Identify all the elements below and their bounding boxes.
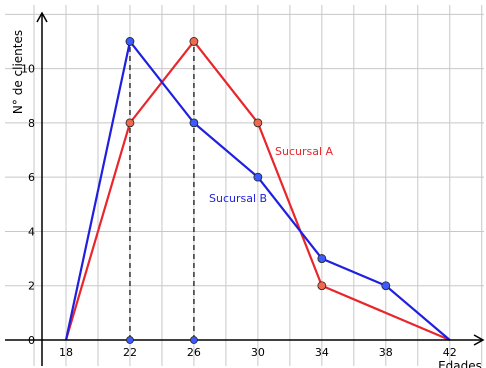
sucursal-a-point xyxy=(317,281,327,291)
axis-marker-point xyxy=(126,336,134,344)
x-tick-label: 38 xyxy=(379,346,393,359)
y-tick-label: 0 xyxy=(28,334,35,347)
x-tick-label: 18 xyxy=(59,346,73,359)
series-label-sucursal-b: Sucursal B xyxy=(209,192,267,205)
x-tick-label: 42 xyxy=(443,346,457,359)
sucursal-b-point xyxy=(381,281,391,291)
axis-marker-point xyxy=(190,336,198,344)
y-tick-label: 8 xyxy=(28,117,35,130)
labels: 18 22 26 30 34 38 42 0 2 4 6 8 10N° de clientes Edade… xyxy=(11,30,482,368)
sucursal-a-point xyxy=(125,118,135,128)
series-markers xyxy=(125,37,391,344)
x-tick-label: 26 xyxy=(187,346,201,359)
reference-lines xyxy=(129,41,195,340)
x-tick-label: 34 xyxy=(315,346,329,359)
y-axis-arrow-icon xyxy=(36,11,48,23)
sucursal-b-point xyxy=(253,172,263,182)
sucursal-b-point xyxy=(317,254,327,263)
x-tick-label: 22 xyxy=(123,346,137,359)
x-axis-arrow-icon xyxy=(473,334,485,346)
series-label-sucursal-a: Sucursal A xyxy=(275,145,334,158)
y-tick-label: 2 xyxy=(28,280,35,293)
y-tick-label: 6 xyxy=(28,171,35,184)
sucursal-a-point xyxy=(253,118,263,128)
sucursal-b-point xyxy=(125,37,135,46)
axes xyxy=(5,11,485,366)
grid xyxy=(5,5,484,366)
sucursal-b-point xyxy=(189,118,199,128)
y-axis-title: N° de clientes xyxy=(11,30,25,114)
x-tick-label: 30 xyxy=(251,346,265,359)
y-tick-label: 4 xyxy=(28,225,35,238)
y-tick-label: 10 xyxy=(21,63,35,76)
sucursal-a-point xyxy=(189,37,199,46)
x-axis-title: Edades xyxy=(438,359,482,368)
